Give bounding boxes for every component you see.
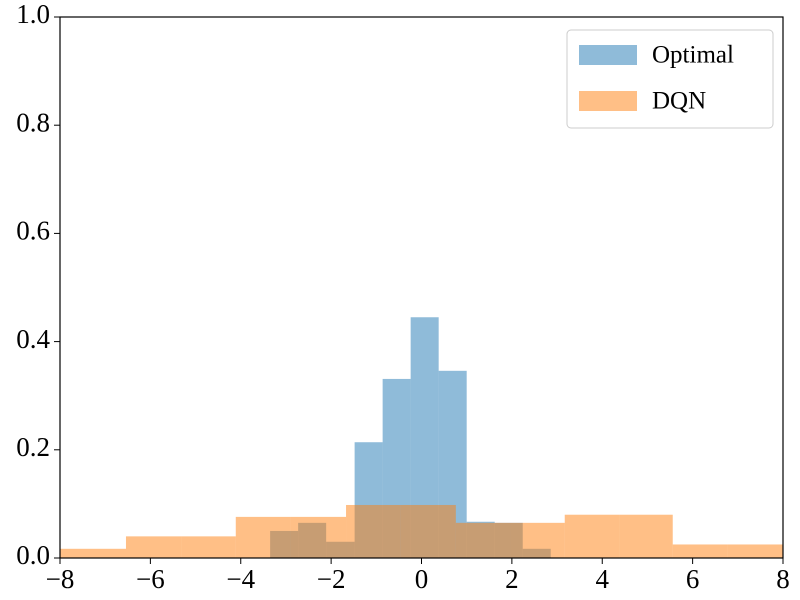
x-tick-label: −4 bbox=[226, 564, 255, 594]
y-tick-label: 0.8 bbox=[16, 107, 50, 137]
x-tick-label: 4 bbox=[596, 564, 610, 594]
bar bbox=[346, 504, 401, 558]
legend: Optimal DQN bbox=[566, 29, 774, 129]
legend-label: DQN bbox=[652, 88, 706, 115]
bar bbox=[510, 522, 565, 558]
legend-swatch bbox=[579, 45, 637, 65]
bar bbox=[235, 516, 291, 558]
legend-label: Optimal bbox=[652, 42, 734, 69]
bar bbox=[455, 522, 511, 558]
bar bbox=[619, 514, 673, 558]
axes: −8 −6 −4 −2 0 2 4 6 8 0.0 0.2 0.4 0.6 0.8 1.0 bbox=[16, 0, 790, 594]
x-tick-label: −6 bbox=[136, 564, 165, 594]
y-tick-label: 0.4 bbox=[16, 324, 50, 354]
bar bbox=[181, 536, 236, 558]
x-tick-label: 0 bbox=[415, 564, 429, 594]
x-tick-label: −2 bbox=[317, 564, 346, 594]
bar bbox=[60, 548, 126, 558]
y-tick-label: 1.0 bbox=[16, 0, 50, 29]
legend-swatch bbox=[579, 91, 637, 111]
bar bbox=[125, 536, 182, 558]
bar bbox=[290, 516, 347, 558]
x-tick-label: −8 bbox=[46, 564, 75, 594]
x-tick-label: 2 bbox=[505, 564, 519, 594]
bar bbox=[564, 514, 620, 558]
bar bbox=[400, 504, 456, 558]
bar bbox=[672, 544, 728, 558]
x-tick-label: 8 bbox=[776, 564, 790, 594]
y-tick-label: 0.2 bbox=[16, 432, 50, 462]
y-tick-label: 0.6 bbox=[16, 216, 50, 246]
y-tick-label: 0.0 bbox=[16, 540, 50, 570]
x-tick-label: 6 bbox=[686, 564, 700, 594]
bar bbox=[727, 544, 783, 558]
bars bbox=[60, 317, 783, 558]
